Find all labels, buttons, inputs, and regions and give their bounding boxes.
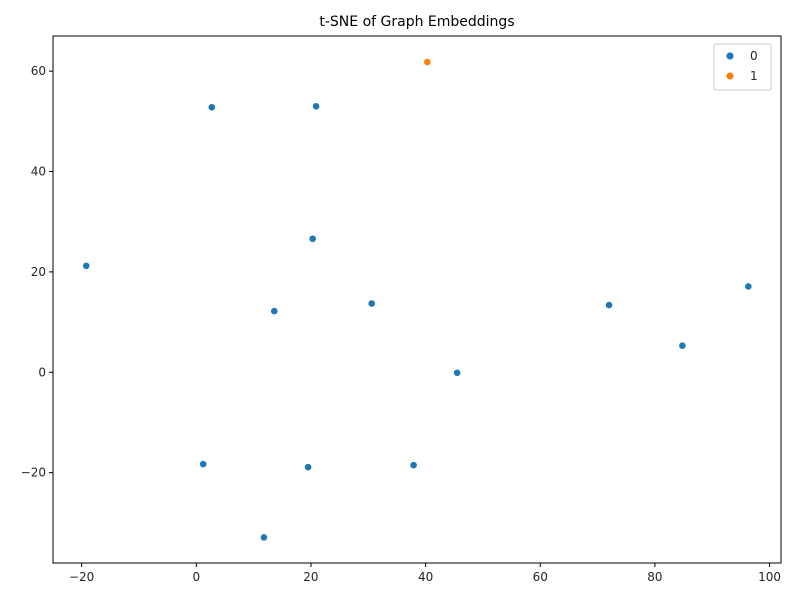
legend-label: 1 [750, 69, 758, 83]
x-tick-label: 80 [647, 570, 662, 584]
chart-title: t-SNE of Graph Embeddings [319, 14, 514, 30]
data-point-series-0 [308, 234, 317, 243]
y-tick-label: 0 [38, 365, 46, 379]
legend-marker [726, 72, 734, 80]
data-point-series-0 [270, 307, 279, 315]
data-point-series-0 [82, 261, 91, 270]
legend-label: 0 [750, 49, 758, 63]
x-tick-label: 0 [192, 570, 200, 584]
legend: 01 [713, 43, 772, 91]
data-points [82, 58, 753, 542]
legend-box [713, 43, 772, 91]
data-point-series-0 [678, 341, 687, 350]
data-point-series-0 [199, 460, 208, 469]
x-tick-label: 20 [303, 570, 318, 584]
x-tick-label: 100 [758, 570, 781, 584]
y-tick-label: 60 [31, 64, 46, 78]
y-tick-label: −20 [21, 466, 46, 480]
data-point-series-0 [207, 103, 216, 112]
data-point-series-0 [453, 368, 462, 377]
x-tick-label: 40 [418, 570, 433, 584]
legend-marker [726, 52, 734, 60]
plot-area-frame [52, 35, 782, 564]
y-axis: −20 0 20 40 60 [21, 64, 53, 480]
y-tick-label: 40 [31, 165, 46, 179]
data-point-series-0 [260, 533, 268, 542]
data-point-series-0 [312, 102, 321, 111]
data-point-series-1 [423, 58, 432, 66]
data-point-series-0 [304, 463, 312, 472]
x-axis: −20 0 20 40 60 80 100 [69, 563, 781, 584]
data-point-series-0 [409, 461, 418, 470]
data-point-series-0 [605, 301, 613, 309]
x-tick-label: 60 [533, 570, 548, 584]
x-tick-label: −20 [69, 570, 94, 584]
y-tick-label: 20 [31, 265, 46, 279]
data-point-series-0 [744, 282, 753, 291]
data-point-series-0 [367, 299, 376, 308]
